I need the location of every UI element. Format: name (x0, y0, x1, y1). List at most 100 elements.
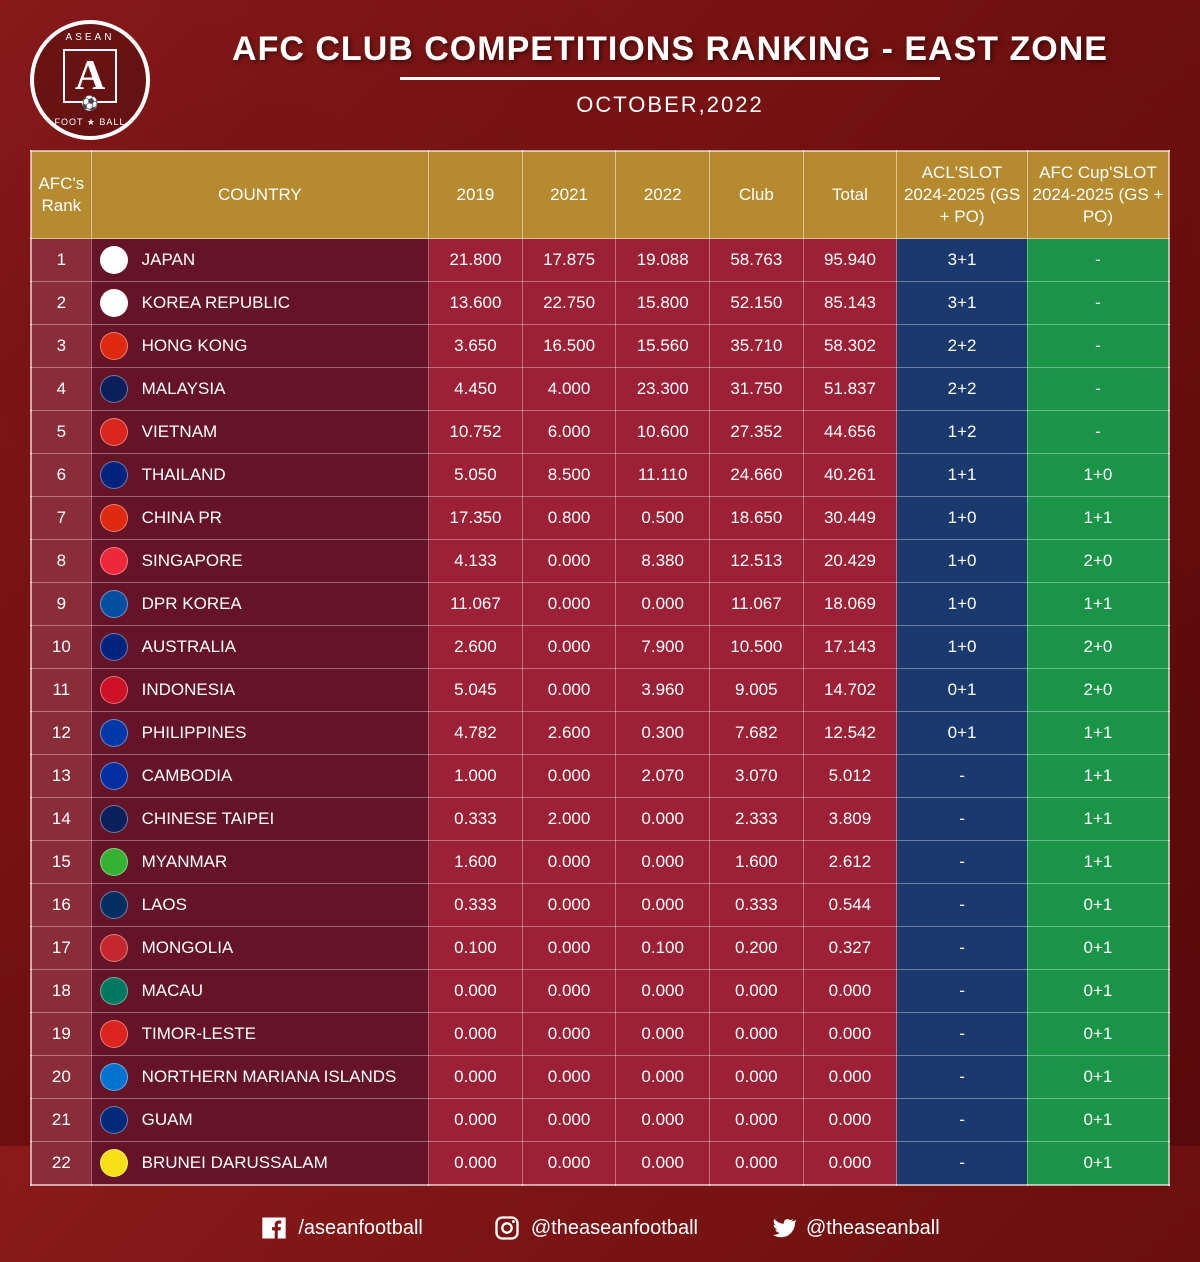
country-name: MALAYSIA (142, 379, 226, 399)
flag-icon (100, 891, 128, 919)
y2022-cell: 0.100 (616, 927, 710, 970)
afc-cell: 0+1 (1027, 927, 1169, 970)
rank-cell: 21 (31, 1099, 91, 1142)
flag-icon (100, 375, 128, 403)
acl-cell: 1+1 (897, 454, 1028, 497)
total-cell: 0.327 (803, 927, 897, 970)
rank-cell: 19 (31, 1013, 91, 1056)
table-row: 4MALAYSIA4.4504.00023.30031.75051.8372+2… (31, 368, 1169, 411)
rank-cell: 20 (31, 1056, 91, 1099)
flag-icon (100, 1020, 128, 1048)
flag-icon (100, 934, 128, 962)
y2021-cell: 0.000 (522, 540, 616, 583)
flag-icon (100, 719, 128, 747)
y2022-cell: 0.000 (616, 841, 710, 884)
y2019-cell: 2.600 (429, 626, 523, 669)
y2022-cell: 19.088 (616, 239, 710, 282)
country-cell: CHINESE TAIPEI (91, 798, 429, 841)
table-row: 8SINGAPORE4.1330.0008.38012.51320.4291+0… (31, 540, 1169, 583)
flag-icon (100, 246, 128, 274)
total-cell: 0.000 (803, 970, 897, 1013)
acl-cell: - (897, 970, 1028, 1013)
acl-cell: 1+0 (897, 497, 1028, 540)
total-cell: 95.940 (803, 239, 897, 282)
country-cell: MALAYSIA (91, 368, 429, 411)
rank-cell: 12 (31, 712, 91, 755)
club-cell: 10.500 (710, 626, 804, 669)
y2021-cell: 22.750 (522, 282, 616, 325)
acl-cell: 0+1 (897, 712, 1028, 755)
facebook-link[interactable]: /aseanfootball (260, 1214, 423, 1242)
country-name: LAOS (142, 895, 187, 915)
y2021-cell: 0.000 (522, 1013, 616, 1056)
y2019-cell: 5.050 (429, 454, 523, 497)
y2021-cell: 4.000 (522, 368, 616, 411)
afc-cell: 1+1 (1027, 497, 1169, 540)
table-row: 16LAOS0.3330.0000.0000.3330.544-0+1 (31, 884, 1169, 927)
country-name: CHINESE TAIPEI (142, 809, 275, 829)
country-name: NORTHERN MARIANA ISLANDS (142, 1067, 397, 1087)
rank-cell: 8 (31, 540, 91, 583)
facebook-handle: /aseanfootball (298, 1217, 423, 1240)
total-cell: 85.143 (803, 282, 897, 325)
y2022-cell: 23.300 (616, 368, 710, 411)
header: ASEAN A ⚽ FOOT ★ BALL AFC CLUB COMPETITI… (30, 20, 1170, 140)
country-cell: CAMBODIA (91, 755, 429, 798)
acl-cell: 2+2 (897, 368, 1028, 411)
y2019-cell: 21.800 (429, 239, 523, 282)
flag-icon (100, 547, 128, 575)
flag-icon (100, 1106, 128, 1134)
afc-cell: - (1027, 368, 1169, 411)
acl-cell: - (897, 1099, 1028, 1142)
country-cell: CHINA PR (91, 497, 429, 540)
afc-cell: - (1027, 239, 1169, 282)
afc-cell: 2+0 (1027, 540, 1169, 583)
acl-cell: 0+1 (897, 669, 1028, 712)
rank-cell: 15 (31, 841, 91, 884)
facebook-icon (260, 1214, 288, 1242)
club-cell: 0.000 (710, 1099, 804, 1142)
club-cell: 24.660 (710, 454, 804, 497)
y2021-cell: 0.800 (522, 497, 616, 540)
club-cell: 11.067 (710, 583, 804, 626)
y2021-cell: 0.000 (522, 884, 616, 927)
acl-cell: 3+1 (897, 239, 1028, 282)
country-cell: SINGAPORE (91, 540, 429, 583)
y2019-cell: 1.000 (429, 755, 523, 798)
y2022-cell: 0.000 (616, 1013, 710, 1056)
acl-cell: - (897, 884, 1028, 927)
flag-icon (100, 1149, 128, 1177)
y2022-cell: 0.300 (616, 712, 710, 755)
table-row: 11INDONESIA5.0450.0003.9609.00514.7020+1… (31, 669, 1169, 712)
country-cell: AUSTRALIA (91, 626, 429, 669)
acl-cell: - (897, 1013, 1028, 1056)
instagram-link[interactable]: @theaseanfootball (493, 1214, 698, 1242)
y2022-cell: 15.800 (616, 282, 710, 325)
y2019-cell: 13.600 (429, 282, 523, 325)
flag-icon (100, 504, 128, 532)
y2021-cell: 0.000 (522, 927, 616, 970)
instagram-icon (493, 1214, 521, 1242)
table-row: 3HONG KONG3.65016.50015.56035.71058.3022… (31, 325, 1169, 368)
y2019-cell: 4.133 (429, 540, 523, 583)
total-cell: 30.449 (803, 497, 897, 540)
table-row: 9DPR KOREA11.0670.0000.00011.06718.0691+… (31, 583, 1169, 626)
y2021-cell: 0.000 (522, 1142, 616, 1186)
flag-icon (100, 590, 128, 618)
club-cell: 9.005 (710, 669, 804, 712)
country-cell: DPR KOREA (91, 583, 429, 626)
club-cell: 0.000 (710, 970, 804, 1013)
acl-cell: 1+0 (897, 540, 1028, 583)
afc-cell: - (1027, 325, 1169, 368)
twitter-link[interactable]: @theaseanball (768, 1214, 940, 1242)
acl-cell: - (897, 798, 1028, 841)
club-cell: 58.763 (710, 239, 804, 282)
y2021-cell: 6.000 (522, 411, 616, 454)
y2019-cell: 5.045 (429, 669, 523, 712)
y2019-cell: 0.000 (429, 970, 523, 1013)
flag-icon (100, 676, 128, 704)
afc-cell: 1+0 (1027, 454, 1169, 497)
country-cell: TIMOR-LESTE (91, 1013, 429, 1056)
club-cell: 7.682 (710, 712, 804, 755)
acl-cell: 1+0 (897, 583, 1028, 626)
